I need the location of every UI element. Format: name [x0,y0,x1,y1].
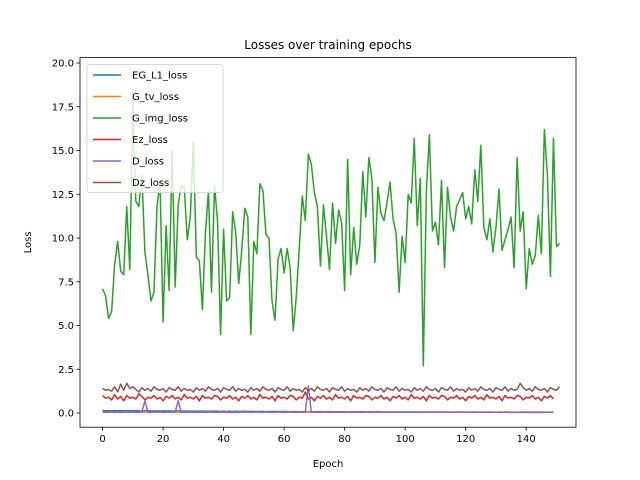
y-tick-label: 7.5 [58,277,74,288]
x-tick-label: 100 [396,434,415,445]
chart-title: Losses over training epochs [244,38,411,52]
x-tick-label: 40 [217,434,230,445]
series-line-ez-loss [102,391,555,402]
y-tick-label: 2.5 [58,365,74,376]
axes-frame [79,57,577,428]
x-tick-label: 140 [517,434,536,445]
legend-label: G_img_loss [132,114,188,125]
y-tick-label: 20.0 [52,59,74,70]
y-tick-label: 12.5 [52,190,74,201]
x-axis-ticks: 0 20 40 60 80 100 120 140 [99,427,536,445]
x-tick-label: 20 [157,434,170,445]
legend-box [86,64,224,193]
y-tick-label: 15.0 [52,146,74,157]
y-tick-label: 10.0 [52,234,74,245]
series-layer [101,104,561,414]
x-tick-label: 80 [338,434,351,445]
legend-label: Ez_loss [132,135,168,146]
legend-label: G_tv_loss [132,92,179,103]
legend-label: Dz_loss [132,178,169,189]
x-tick-label: 60 [278,434,291,445]
x-tick-label: 120 [456,434,475,445]
x-tick-label: 0 [99,434,105,445]
y-axis-label: Loss [23,231,34,253]
series-line-g-img-loss [101,104,561,367]
y-tick-label: 17.5 [52,102,74,113]
series-line-d-loss [102,385,554,414]
series-line-dz-loss [102,382,561,393]
legend-label: EG_L1_loss [132,71,187,82]
legend-label: D_loss [132,157,164,168]
y-tick-label: 5.0 [58,321,74,332]
y-tick-label: 0.0 [58,409,74,420]
y-axis-ticks: 0.0 2.5 5.0 7.5 10.0 12.5 15.0 17.5 20.0 [52,59,80,420]
legend: EG_L1_loss G_tv_loss G_img_loss Ez_loss D_lo… [86,64,224,193]
x-axis-label: Epoch [313,459,344,470]
